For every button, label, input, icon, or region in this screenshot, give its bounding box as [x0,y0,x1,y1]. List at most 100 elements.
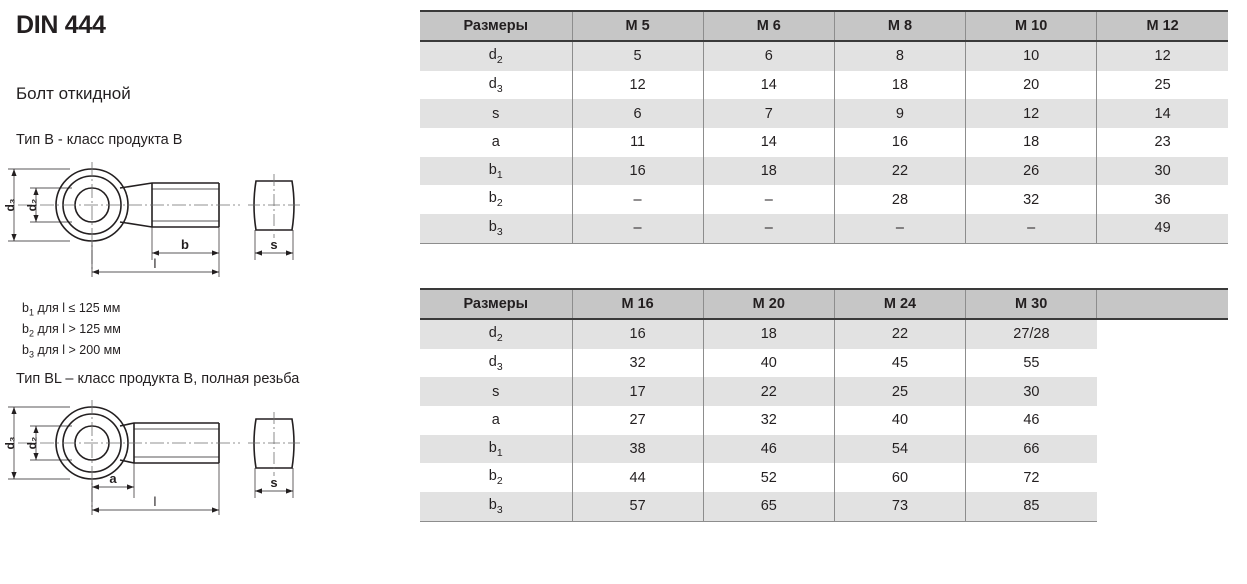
row-label: b1 [420,156,572,186]
cell: 45 [833,348,966,378]
dim-label-d2: d₂ [25,199,39,212]
row-label: d3 [420,70,572,100]
cell-empty [1096,319,1228,349]
dim-label-d3: d₃ [3,199,17,212]
table-row: b3 – – – – 49 [420,214,1228,244]
header-cell-m12: M 12 [1096,10,1228,42]
cell: 22 [833,156,966,186]
cell: 8 [833,41,966,71]
note-b1-symbol: b1 [22,301,34,318]
header-cell-sizes: Размеры [420,288,572,320]
cell: 30 [965,377,1097,407]
cell: 32 [702,406,835,435]
cell: 60 [833,463,966,493]
note-b3: b3 для l > 200 мм [22,342,121,363]
cell: – [702,185,835,215]
cell: 11 [571,128,704,157]
cell-empty [1096,492,1228,522]
cell: 14 [702,128,835,157]
cell: 40 [833,406,966,435]
cell: 26 [965,156,1097,186]
header-cell-m6: M 6 [702,10,835,42]
cell: – [571,185,704,215]
cell: 36 [1096,185,1228,215]
row-label: b3 [420,492,572,522]
note-b1: b1 для l ≤ 125 мм [22,300,121,321]
cell: 27 [571,406,704,435]
table-row: b2 – – 28 32 36 [420,185,1228,215]
note-b3-symbol: b3 [22,342,34,360]
cell: – [702,214,835,244]
cell: 20 [965,70,1097,100]
cell: 28 [833,185,966,215]
cell: 6 [702,41,835,71]
cell-empty [1096,348,1228,378]
cell: 16 [571,319,704,349]
row-label: a [420,406,572,435]
header-cell-m30: M 30 [965,288,1097,320]
row-label: b2 [420,463,572,493]
row-label: b1 [420,434,572,464]
header-cell-m24: M 24 [833,288,966,320]
cell: 32 [571,348,704,378]
cell: 17 [571,377,704,407]
cell: 38 [571,434,704,464]
cell: 40 [702,348,835,378]
page-title: DIN 444 [16,11,106,39]
cell: 22 [833,319,966,349]
cell: 46 [702,434,835,464]
cell: 10 [965,41,1097,71]
table-header-row: Размеры M 16 M 20 M 24 M 30 [420,288,1228,320]
note-b1-text: для l ≤ 125 мм [33,301,121,315]
type-b-heading: Тип B - класс продукта B [16,132,183,148]
header-cell-m10: M 10 [965,10,1097,42]
cell: 54 [833,434,966,464]
table-row: d2 16 18 22 27/28 [420,319,1228,349]
spec-left-panel: DIN 444 Болт откидной Тип B - класс прод… [0,0,410,584]
cell: 57 [571,492,704,522]
type-bl-drawing: d₃ d₂ a l s [3,400,302,515]
note-b2-text: для l > 125 мм [33,321,121,336]
cell: 27/28 [965,319,1097,349]
cell: 18 [702,156,835,186]
header-cell-m8: M 8 [833,10,966,42]
cell: 9 [833,99,966,129]
dim-label-b: b [181,237,189,252]
table-row: d2 5 6 8 10 12 [420,41,1228,71]
table-header-row: Размеры M 5 M 6 M 8 M 10 M 12 [420,10,1228,42]
cell: 65 [702,492,835,522]
table-row: a 11 14 16 18 23 [420,128,1228,157]
row-label: s [420,377,572,407]
table-row: d3 32 40 45 55 [420,348,1228,378]
cell: – [965,214,1097,244]
note-b2: b2 для l > 125 мм [22,321,121,342]
cell: 66 [965,434,1097,464]
cell: 5 [571,41,704,71]
header-cell-empty [1096,288,1228,320]
cell: 18 [965,128,1097,157]
cell: 25 [833,377,966,407]
header-cell-m16: M 16 [571,288,704,320]
cell: 6 [571,99,704,129]
product-name: Болт откидной [16,84,131,103]
table-row: b2 44 52 60 72 [420,463,1228,493]
cell-empty [1096,463,1228,493]
cell: 22 [702,377,835,407]
cell: 12 [571,70,704,100]
row-label: d2 [420,41,572,71]
dimensions-table-large: Размеры M 16 M 20 M 24 M 30 d2 16 18 22 … [420,288,1228,522]
cell: 14 [702,70,835,100]
dim-label-l: l [154,256,157,271]
cell: 46 [965,406,1097,435]
note-b3-text: для l > 200 мм [33,342,121,357]
header-cell-sizes: Размеры [420,10,572,42]
row-label: d2 [420,319,572,349]
cell: 72 [965,463,1097,493]
dim-label-a: a [109,471,117,486]
row-label: b2 [420,185,572,215]
cell: 7 [702,99,835,129]
thread-length-notes: b1 для l ≤ 125 мм b2 для l > 125 мм b3 д… [22,300,121,362]
cell: 16 [833,128,966,157]
cell: 49 [1096,214,1228,244]
row-label: a [420,128,572,157]
